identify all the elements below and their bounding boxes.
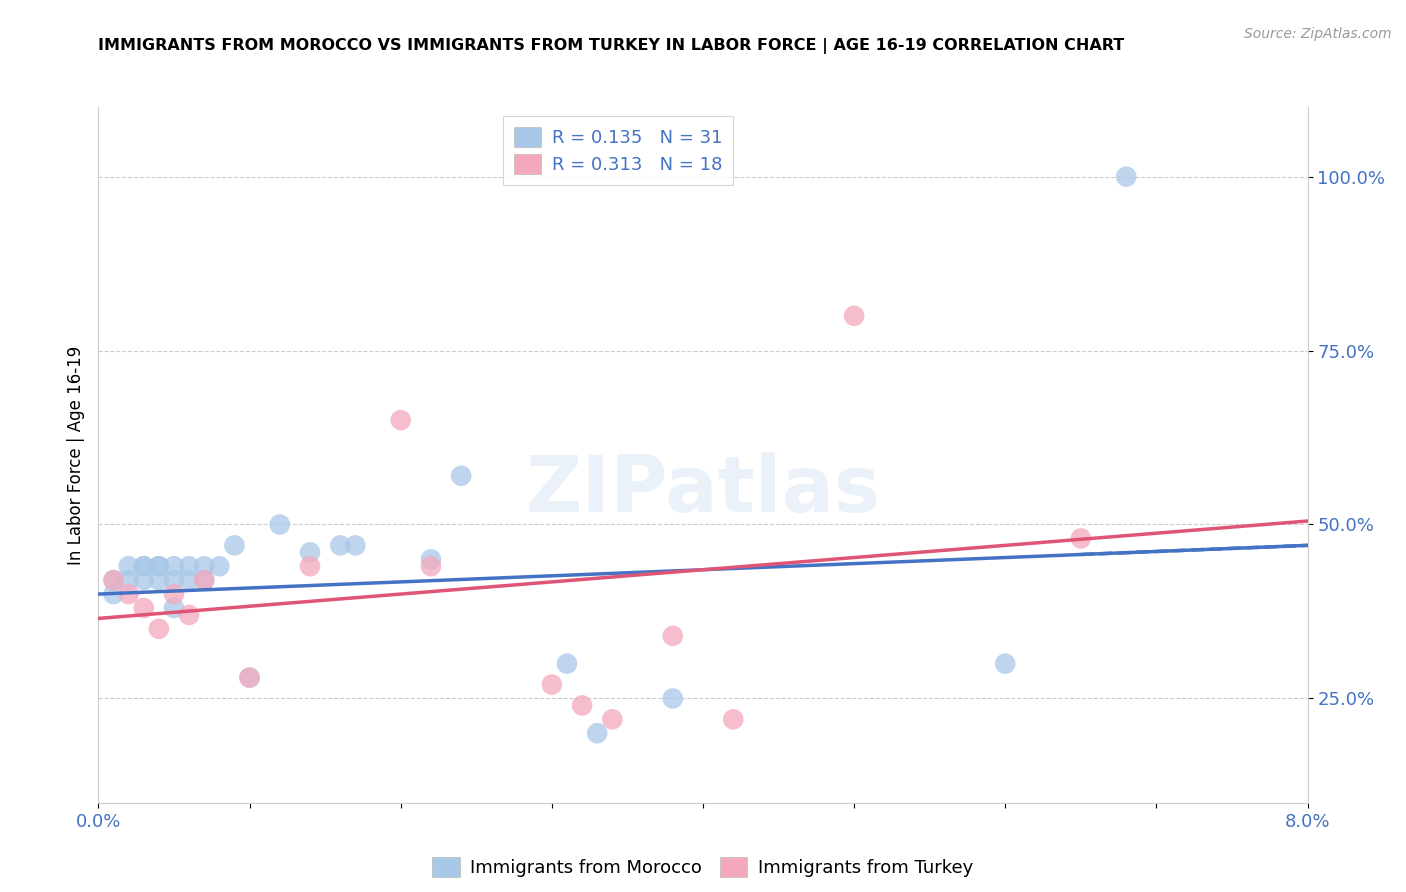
Point (994, 657, 1017, 671)
Point (329, 538, 352, 552)
Point (193, 573, 215, 587)
Point (148, 559, 170, 574)
Point (163, 601, 186, 615)
Point (132, 601, 155, 615)
Point (148, 559, 170, 574)
Point (419, 559, 441, 574)
Point (193, 573, 215, 587)
Point (118, 587, 141, 601)
Point (571, 698, 593, 713)
Y-axis label: In Labor Force | Age 16-19: In Labor Force | Age 16-19 (66, 345, 84, 565)
Point (450, 468, 472, 483)
Point (163, 587, 186, 601)
Point (419, 552, 441, 566)
Point (661, 629, 683, 643)
Point (586, 726, 609, 740)
Point (239, 671, 262, 685)
Point (118, 573, 141, 587)
Point (844, 309, 866, 323)
Point (179, 559, 201, 574)
Text: ZIPatlas: ZIPatlas (526, 451, 880, 528)
Point (118, 559, 141, 574)
Point (1070, 532, 1092, 546)
Point (299, 545, 322, 559)
Point (132, 573, 155, 587)
Point (132, 559, 155, 574)
Point (602, 712, 624, 726)
Point (103, 587, 125, 601)
Point (103, 573, 125, 587)
Point (148, 622, 170, 636)
Point (179, 573, 201, 587)
Point (299, 559, 322, 574)
Point (1115, 169, 1137, 184)
Point (148, 573, 170, 587)
Point (344, 538, 367, 552)
Point (163, 559, 186, 574)
Point (224, 538, 246, 552)
Point (132, 559, 155, 574)
Point (208, 559, 231, 574)
Point (239, 671, 262, 685)
Text: Source: ZipAtlas.com: Source: ZipAtlas.com (1244, 27, 1392, 41)
Point (540, 677, 562, 691)
Text: IMMIGRANTS FROM MOROCCO VS IMMIGRANTS FROM TURKEY IN LABOR FORCE | AGE 16-19 COR: IMMIGRANTS FROM MOROCCO VS IMMIGRANTS FR… (98, 37, 1125, 54)
Legend: Immigrants from Morocco, Immigrants from Turkey: Immigrants from Morocco, Immigrants from… (425, 850, 981, 884)
Point (103, 573, 125, 587)
Point (179, 607, 201, 622)
Point (555, 657, 578, 671)
Point (163, 573, 186, 587)
Point (723, 712, 745, 726)
Point (661, 691, 683, 706)
Point (389, 413, 412, 427)
Point (193, 559, 215, 574)
Point (269, 517, 291, 532)
